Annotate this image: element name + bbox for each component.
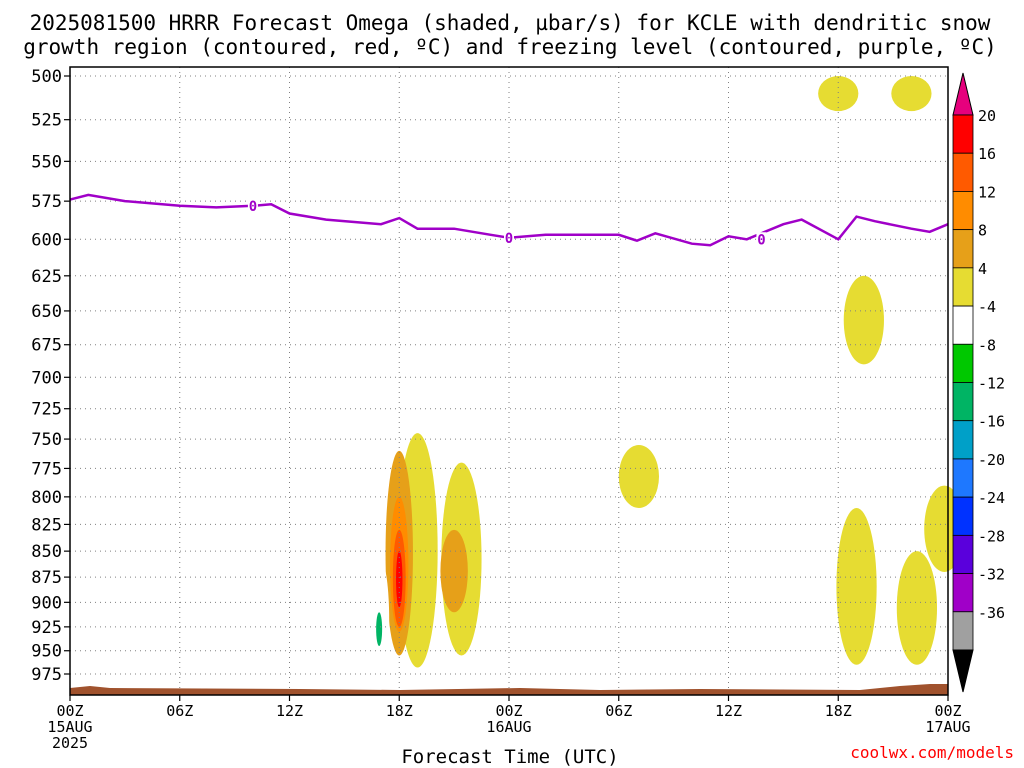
colorbar-label: 8 [978,222,987,240]
colorbar-label: -4 [978,298,996,316]
y-tick-label: 800 [31,488,62,508]
y-tick-label: 525 [31,111,62,131]
colorbar-label: 20 [978,107,996,125]
omega-region-16 [818,76,859,112]
omega-shading [230,76,965,679]
y-tick-label: 500 [31,67,62,87]
colorbar-label: -24 [978,489,1005,507]
ground-fill [70,684,948,695]
colorbar-label: 16 [978,145,996,163]
y-tick-label: 950 [31,642,62,662]
omega-region-14 [836,507,877,665]
colorbar-label: -36 [978,604,1005,622]
chart-title-line1: 2025081500 HRRR Forecast Omega (shaded, … [30,11,991,35]
freezing-level-label: 0 [505,231,513,247]
y-tick-label: 875 [31,568,62,588]
omega-region-11 [618,445,659,508]
colorbar-label: -32 [978,566,1005,584]
y-tick-label: 775 [31,459,62,479]
chart-title-line2: growth region (contoured, red, ºC) and f… [23,35,997,59]
omega-region-6 [396,551,403,608]
freezing-level-label-bg [247,198,258,213]
x-tick-label: 12Z [276,702,303,720]
x-tick-label: 18Z [825,702,852,720]
ground-terrain [70,684,948,695]
plot-area [70,67,948,695]
omega-region-3 [440,529,468,613]
colorbar-label: -28 [978,527,1005,545]
freezing-level-label-bg [504,230,514,245]
y-tick-label: 700 [31,368,62,388]
plot-background [70,67,948,695]
colorbar-segment [952,152,974,192]
colorbar-segment [952,267,974,307]
y-axis-ticks: 500 525 550 575 600 625 650 675 700 725 750 775 800 8… [31,67,70,685]
omega-region-12 [820,282,838,525]
colorbar-segment [952,496,974,536]
colorbar-label: -20 [978,451,1005,469]
x-tick-label: 00Z [934,702,961,720]
colorbar: 20 16 12 8 4 -4 -8 -12 -16 -20 -24 -28 -32 -36 [952,72,1005,693]
colorbar-label: 4 [978,260,987,278]
y-tick-label: 625 [31,267,62,287]
freezing-level-contour: 0 0 0 [69,193,949,248]
y-tick-label: 925 [31,618,62,638]
y-tick-label: 675 [31,336,62,356]
omega-region-15 [896,551,938,665]
x-tick-label: 12Z [715,702,742,720]
colorbar-segment [952,573,974,613]
colorbar-label: -16 [978,413,1005,431]
colorbar-label: -12 [978,375,1005,393]
omega-region-17 [891,76,932,112]
freezing-level-label: 0 [249,199,257,215]
x-tick-label: 06Z [605,702,632,720]
y-tick-label: 550 [31,152,62,172]
y-tick-label: 750 [31,430,62,450]
freezing-level-label-bg [756,232,767,247]
credit-text: coolwx.com/models [850,743,1014,762]
y-tick-label: 725 [31,400,62,420]
colorbar-segment [952,229,974,269]
colorbar-label: -8 [978,336,996,354]
y-tick-label: 975 [31,665,62,685]
colorbar-bottom-arrow [952,649,974,693]
colorbar-segment [952,534,974,574]
omega-region-8 [376,612,383,647]
omega-region-10 [555,456,573,541]
y-tick-label: 900 [31,593,62,613]
x-tick-year-label: 2025 [52,734,88,752]
y-tick-label: 575 [31,192,62,212]
y-tick-label: 825 [31,515,62,535]
colorbar-segment [952,611,974,651]
colorbar-segment [952,382,974,422]
x-tick-date-label: 17AUG [925,718,970,736]
colorbar-segment [952,305,974,345]
y-tick-label: 650 [31,302,62,322]
colorbar-segment [952,343,974,383]
y-tick-label: 850 [31,542,62,562]
x-tick-label: 00Z [495,702,522,720]
omega-region-13 [843,275,884,365]
freezing-level-label: 0 [757,232,765,248]
y-tick-label: 600 [31,230,62,250]
x-tick-label: 06Z [166,702,193,720]
x-tick-date-label: 15AUG [47,718,92,736]
omega-region-9 [230,485,247,536]
x-tick-label: 18Z [386,702,413,720]
colorbar-segment [952,191,974,231]
colorbar-segment [952,458,974,498]
colorbar-segment [952,420,974,460]
x-tick-label: 00Z [56,702,83,720]
x-tick-date-label: 16AUG [486,718,531,736]
colorbar-segment [952,114,974,154]
colorbar-top-arrow [952,72,974,116]
colorbar-label: 12 [978,183,996,201]
x-axis-label: Forecast Time (UTC) [401,746,618,768]
